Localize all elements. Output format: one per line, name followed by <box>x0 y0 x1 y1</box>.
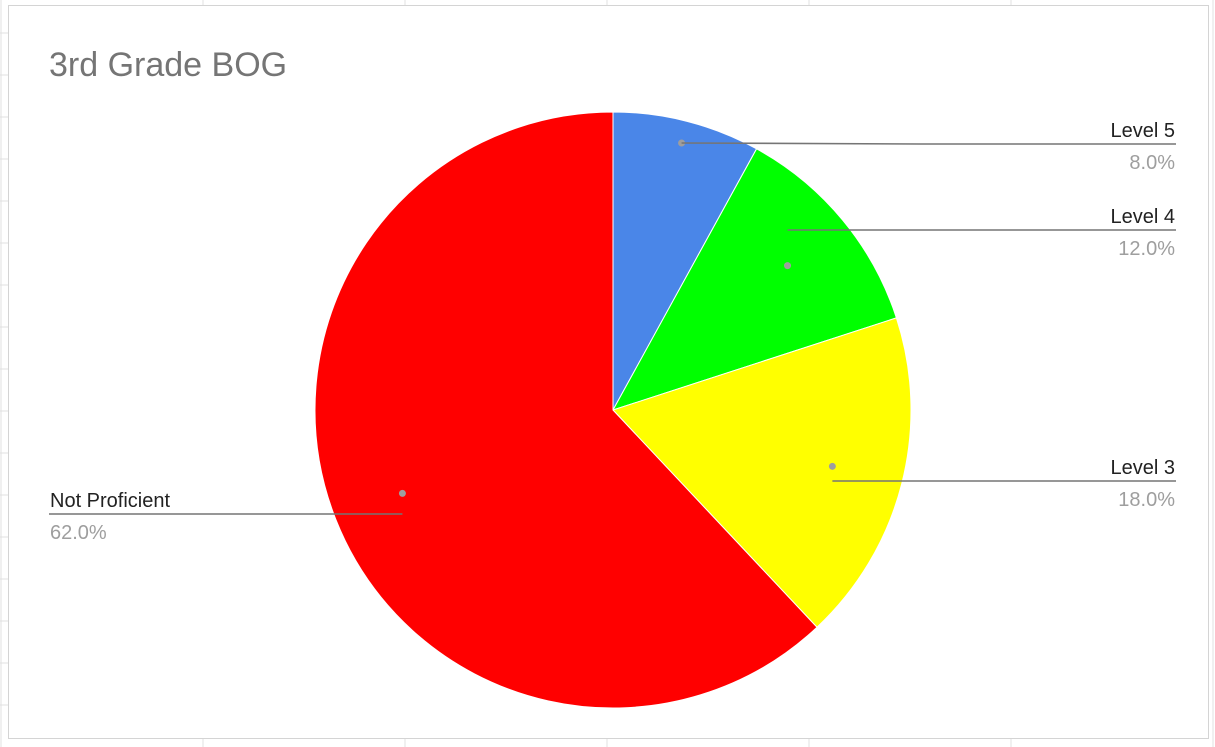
leader-line-level-5 <box>681 142 1176 145</box>
pie-slices <box>314 111 912 709</box>
pie-chart: 3rd Grade BOG Level 58.0%Level 412.0%Lev… <box>49 46 1176 709</box>
pie-slice-level-5[interactable] <box>612 111 758 411</box>
pie-slice-not-proficient[interactable] <box>314 111 818 709</box>
slice-value-not-proficient: 62.0% <box>50 522 107 544</box>
slice-value-level-3: 18.0% <box>1118 489 1175 511</box>
slice-label-level-4: Level 4 <box>1111 206 1176 228</box>
slice-value-level-5: 8.0% <box>1129 152 1175 174</box>
slice-value-level-4: 12.0% <box>1118 238 1175 260</box>
leader-dot-not-proficient <box>398 489 406 497</box>
chart-container[interactable]: 3rd Grade BOG Level 5 8.0% Level 4 12.0% Lev… <box>8 5 1209 739</box>
leader-dot-level-4 <box>784 262 792 270</box>
slice-label-level-5: Level 5 <box>1111 120 1176 142</box>
pie-slice-level-4[interactable] <box>611 148 898 411</box>
slice-label-level-3: Level 3 <box>1111 457 1176 479</box>
chart-title: 3rd Grade BOG <box>49 46 287 84</box>
pie-slice-level-3[interactable] <box>612 317 912 628</box>
slice-label-not-proficient: Not Proficient <box>50 490 170 512</box>
slice-labels: Level 5 8.0% Level 4 12.0% Level 3 18.0% Not P… <box>50 120 1175 544</box>
leader-dot-level-3 <box>828 462 836 470</box>
leader-lines <box>49 139 1176 515</box>
